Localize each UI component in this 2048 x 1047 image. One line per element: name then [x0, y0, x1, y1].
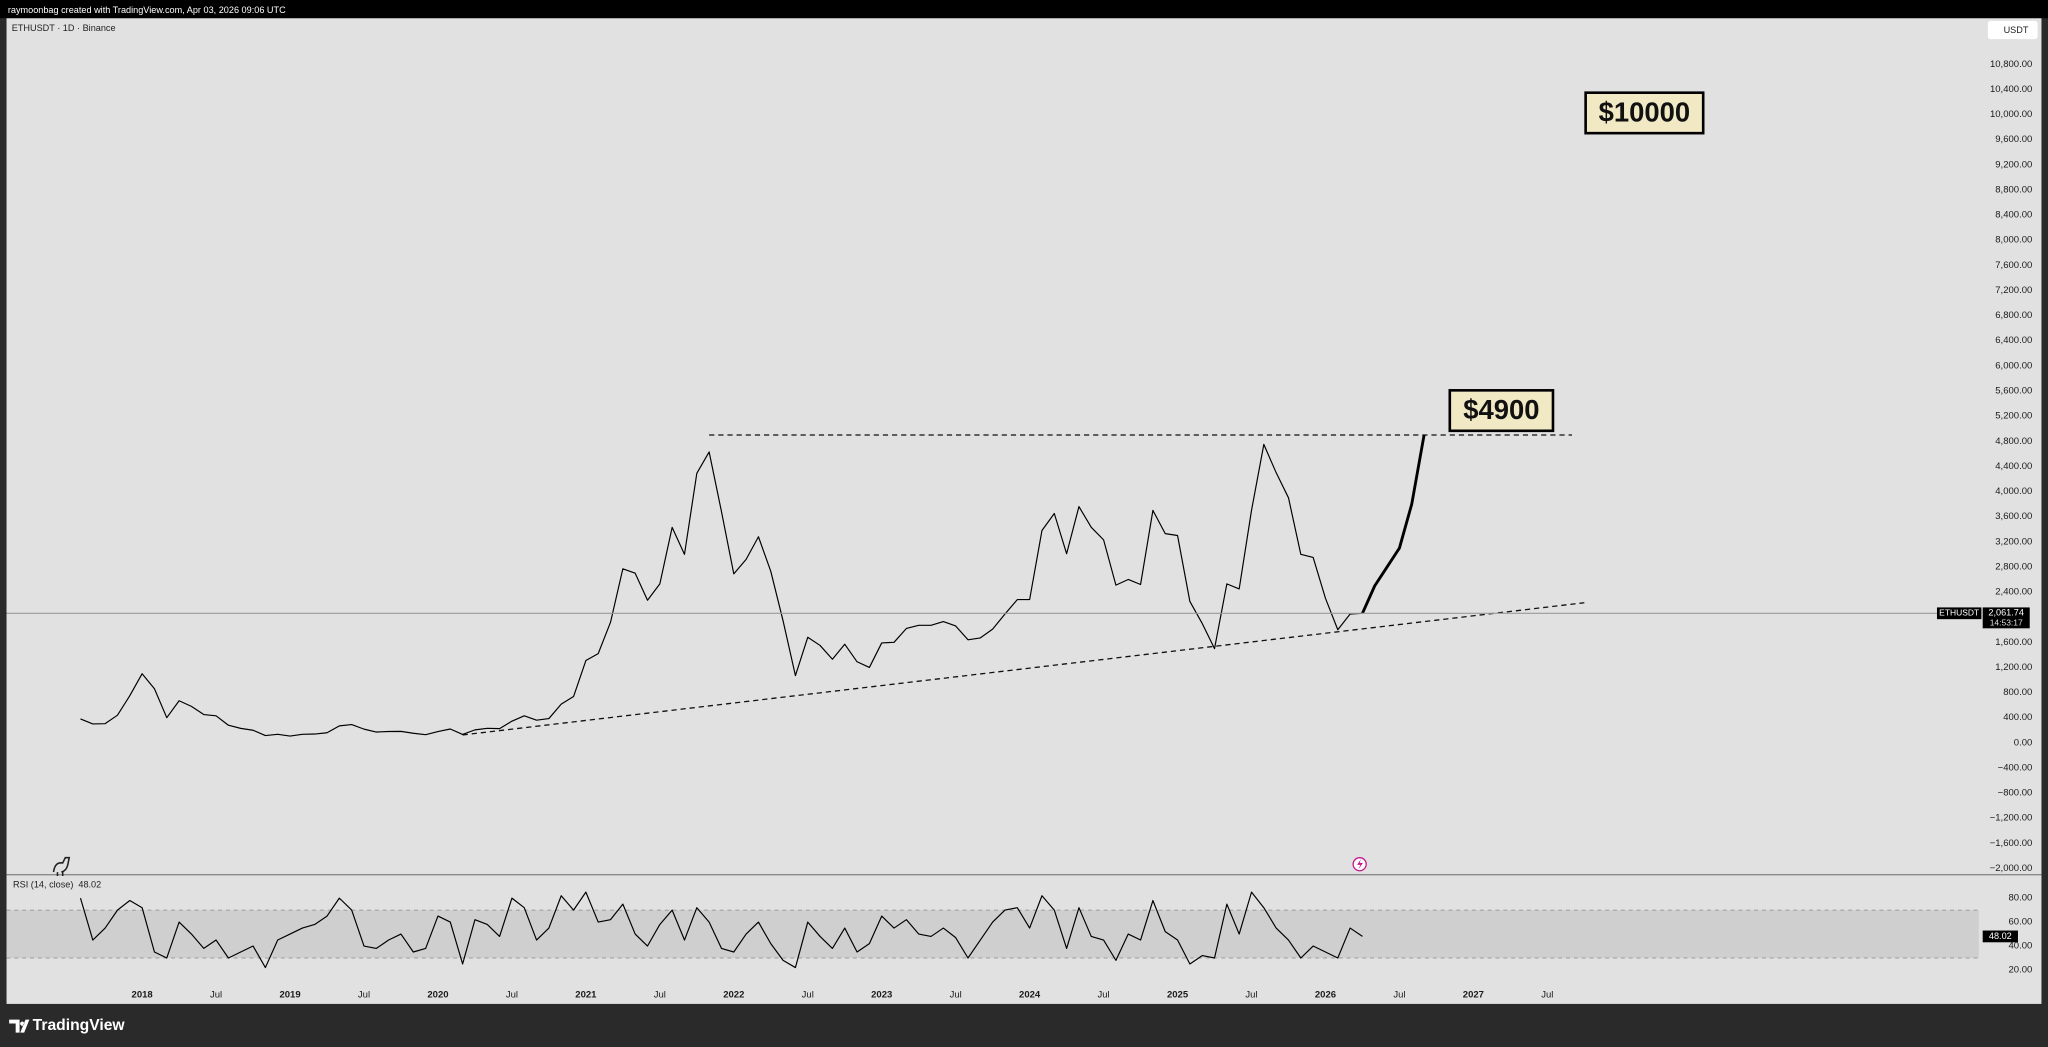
x-tick-label: 2026	[1315, 989, 1336, 1000]
y-tick-label: 10,800.00	[1990, 59, 2032, 70]
y-tick-label: 8,400.00	[1995, 210, 2032, 221]
rsi-band	[6, 910, 1979, 958]
price-tag	[1982, 607, 2030, 629]
header-text: raymoonbag created with TradingView.com,…	[8, 5, 286, 15]
y-tick-label: 7,200.00	[1995, 285, 2032, 296]
x-tick-label: 2021	[575, 989, 597, 1000]
y-tick-label: −2,000.00	[1990, 863, 2033, 874]
currency-label[interactable]: USDT	[2004, 25, 2029, 35]
symbol-tag-label: ETHUSDT	[1939, 608, 1979, 618]
dino-icon	[52, 856, 71, 876]
y-tick-label: 9,200.00	[1995, 159, 2032, 170]
currency-button[interactable]	[1987, 20, 2038, 40]
y-tick-label: 6,000.00	[1995, 360, 2032, 371]
series-line	[79, 891, 1363, 969]
x-tick-label: 2019	[279, 989, 300, 1000]
y-tick-label: 4,000.00	[1995, 486, 2032, 497]
y-tick-label: −800.00	[1998, 788, 2033, 799]
y-tick-label: 10,400.00	[1990, 84, 2032, 95]
x-tick-label: Jul	[1541, 989, 1553, 1000]
rsi-tag-label: 48.02	[1989, 931, 2012, 941]
x-tick-label: Jul	[1098, 989, 1110, 1000]
symbol-tag	[1936, 607, 1982, 620]
y-tick-label: 60.00	[2009, 917, 2033, 928]
rsi-title-value: 48.02	[78, 880, 101, 890]
x-tick-label: Jul	[1245, 989, 1257, 1000]
y-tick-label: 10,000.00	[1990, 109, 2032, 120]
y-tick-label: 2,800.00	[1995, 561, 2032, 572]
x-tick-label: 2027	[1463, 989, 1484, 1000]
footer-text: TradingView	[33, 1017, 126, 1034]
y-tick-label: 5,200.00	[1995, 411, 2032, 422]
y-tick-label: 80.00	[2009, 893, 2033, 904]
y-tick-label: −1,600.00	[1990, 838, 2033, 849]
x-tick-label: 2023	[871, 989, 892, 1000]
footer-logo	[9, 1019, 30, 1033]
y-tick-label: 40.00	[2009, 941, 2033, 952]
y-tick-label: 20.00	[2009, 964, 2033, 975]
y-tick-label: 7,600.00	[1995, 260, 2032, 271]
icon-bolt	[1357, 859, 1363, 870]
y-tick-label: 1,600.00	[1995, 637, 2032, 648]
price-tag-label: 2,061.74	[1988, 608, 2024, 618]
y-tick-label: 3,600.00	[1995, 511, 2032, 522]
x-tick-label: 2022	[723, 989, 744, 1000]
rsi-tag	[1982, 930, 2018, 943]
top-bar	[0, 0, 2048, 19]
projection-line	[1361, 434, 1426, 614]
lightning-icon	[1352, 857, 1367, 872]
x-tick-label: Jul	[950, 989, 962, 1000]
y-tick-label: 2,400.00	[1995, 587, 2032, 598]
series-line	[80, 443, 1363, 737]
chart-area	[6, 18, 2042, 1004]
y-tick-label: 9,600.00	[1995, 134, 2032, 145]
logo-mark	[9, 1019, 30, 1033]
y-tick-label: 1,200.00	[1995, 662, 2032, 673]
y-tick-label: 4,800.00	[1995, 436, 2032, 447]
x-tick-label: 2018	[132, 989, 153, 1000]
y-tick-label: 0.00	[2014, 737, 2033, 748]
annotation-box	[1448, 389, 1555, 433]
x-tick-label: 2020	[427, 989, 448, 1000]
x-tick-label: 2024	[1019, 989, 1041, 1000]
y-tick-label: 6,400.00	[1995, 335, 2032, 346]
y-tick-label: 400.00	[2003, 712, 2032, 723]
x-tick-label: Jul	[1393, 989, 1405, 1000]
y-tick-label: 5,600.00	[1995, 386, 2032, 397]
x-tick-label: Jul	[210, 989, 222, 1000]
y-tick-label: 6,800.00	[1995, 310, 2032, 321]
y-tick-label: 3,200.00	[1995, 536, 2032, 547]
x-tick-label: Jul	[358, 989, 370, 1000]
x-tick-label: 2025	[1167, 989, 1189, 1000]
annotation-box	[1584, 91, 1705, 135]
y-tick-label: 8,000.00	[1995, 235, 2032, 246]
x-tick-label: Jul	[654, 989, 666, 1000]
y-tick-label: 800.00	[2003, 687, 2032, 698]
icon-shape	[52, 856, 71, 876]
countdown-label: 14:53:17	[1990, 617, 2023, 627]
y-tick-label: 4,400.00	[1995, 461, 2032, 472]
x-tick-label: Jul	[802, 989, 814, 1000]
y-tick-label: −1,200.00	[1990, 813, 2033, 824]
annotation-text: $10000	[1599, 96, 1690, 127]
rsi-title: RSI (14, close)	[13, 880, 73, 890]
y-tick-label: −400.00	[1998, 762, 2033, 773]
x-tick-label: Jul	[506, 989, 518, 1000]
y-tick-label: 8,800.00	[1995, 184, 2032, 195]
annotation-text: $4900	[1463, 394, 1539, 425]
symbol-title: ETHUSDT · 1D · Binance	[12, 23, 116, 33]
